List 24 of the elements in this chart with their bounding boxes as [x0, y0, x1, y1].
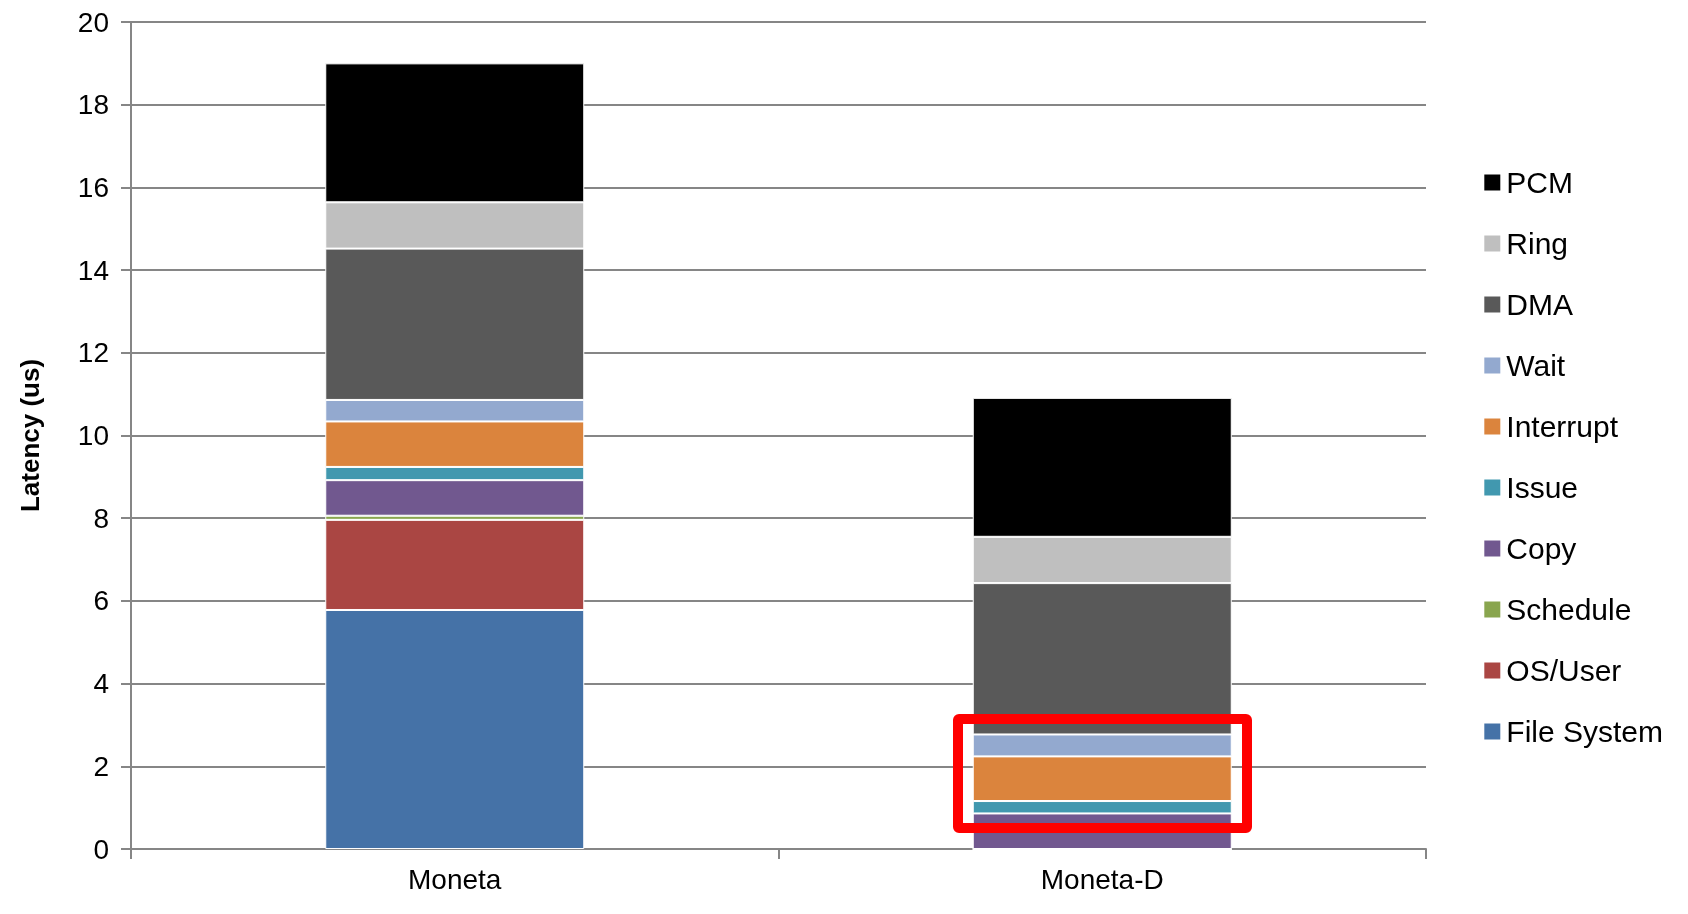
y-tick-label: 14 — [77, 254, 109, 286]
legend-label: Copy — [1506, 532, 1577, 565]
y-tick-label: 12 — [77, 337, 109, 369]
x-tick-label: Moneta — [408, 863, 502, 895]
legend-label: DMA — [1506, 288, 1573, 321]
y-tick-label: 10 — [77, 420, 109, 451]
x-tick-label: Moneta-D — [1040, 863, 1164, 895]
y-tick-label: 18 — [77, 89, 109, 121]
y-tick-label: 20 — [77, 6, 109, 38]
y-tick-label: 16 — [77, 171, 109, 203]
legend-label: Ring — [1506, 227, 1569, 260]
legend-label: PCM — [1506, 166, 1573, 199]
legend-label: OS/User — [1506, 654, 1622, 687]
legend-label: Wait — [1506, 349, 1566, 382]
legend-label: Schedule — [1506, 593, 1632, 626]
y-tick-label: 8 — [93, 502, 109, 534]
legend-label: Interrupt — [1506, 410, 1619, 443]
y-tick-label: 0 — [93, 833, 109, 865]
y-tick-label: 6 — [93, 585, 109, 617]
y-tick-label: 4 — [93, 668, 109, 700]
y-tick-label: 2 — [93, 750, 109, 782]
legend-label: File System — [1506, 715, 1664, 748]
y-axis-title: Latency (us) — [15, 358, 45, 513]
legend-label: Issue — [1506, 471, 1579, 504]
